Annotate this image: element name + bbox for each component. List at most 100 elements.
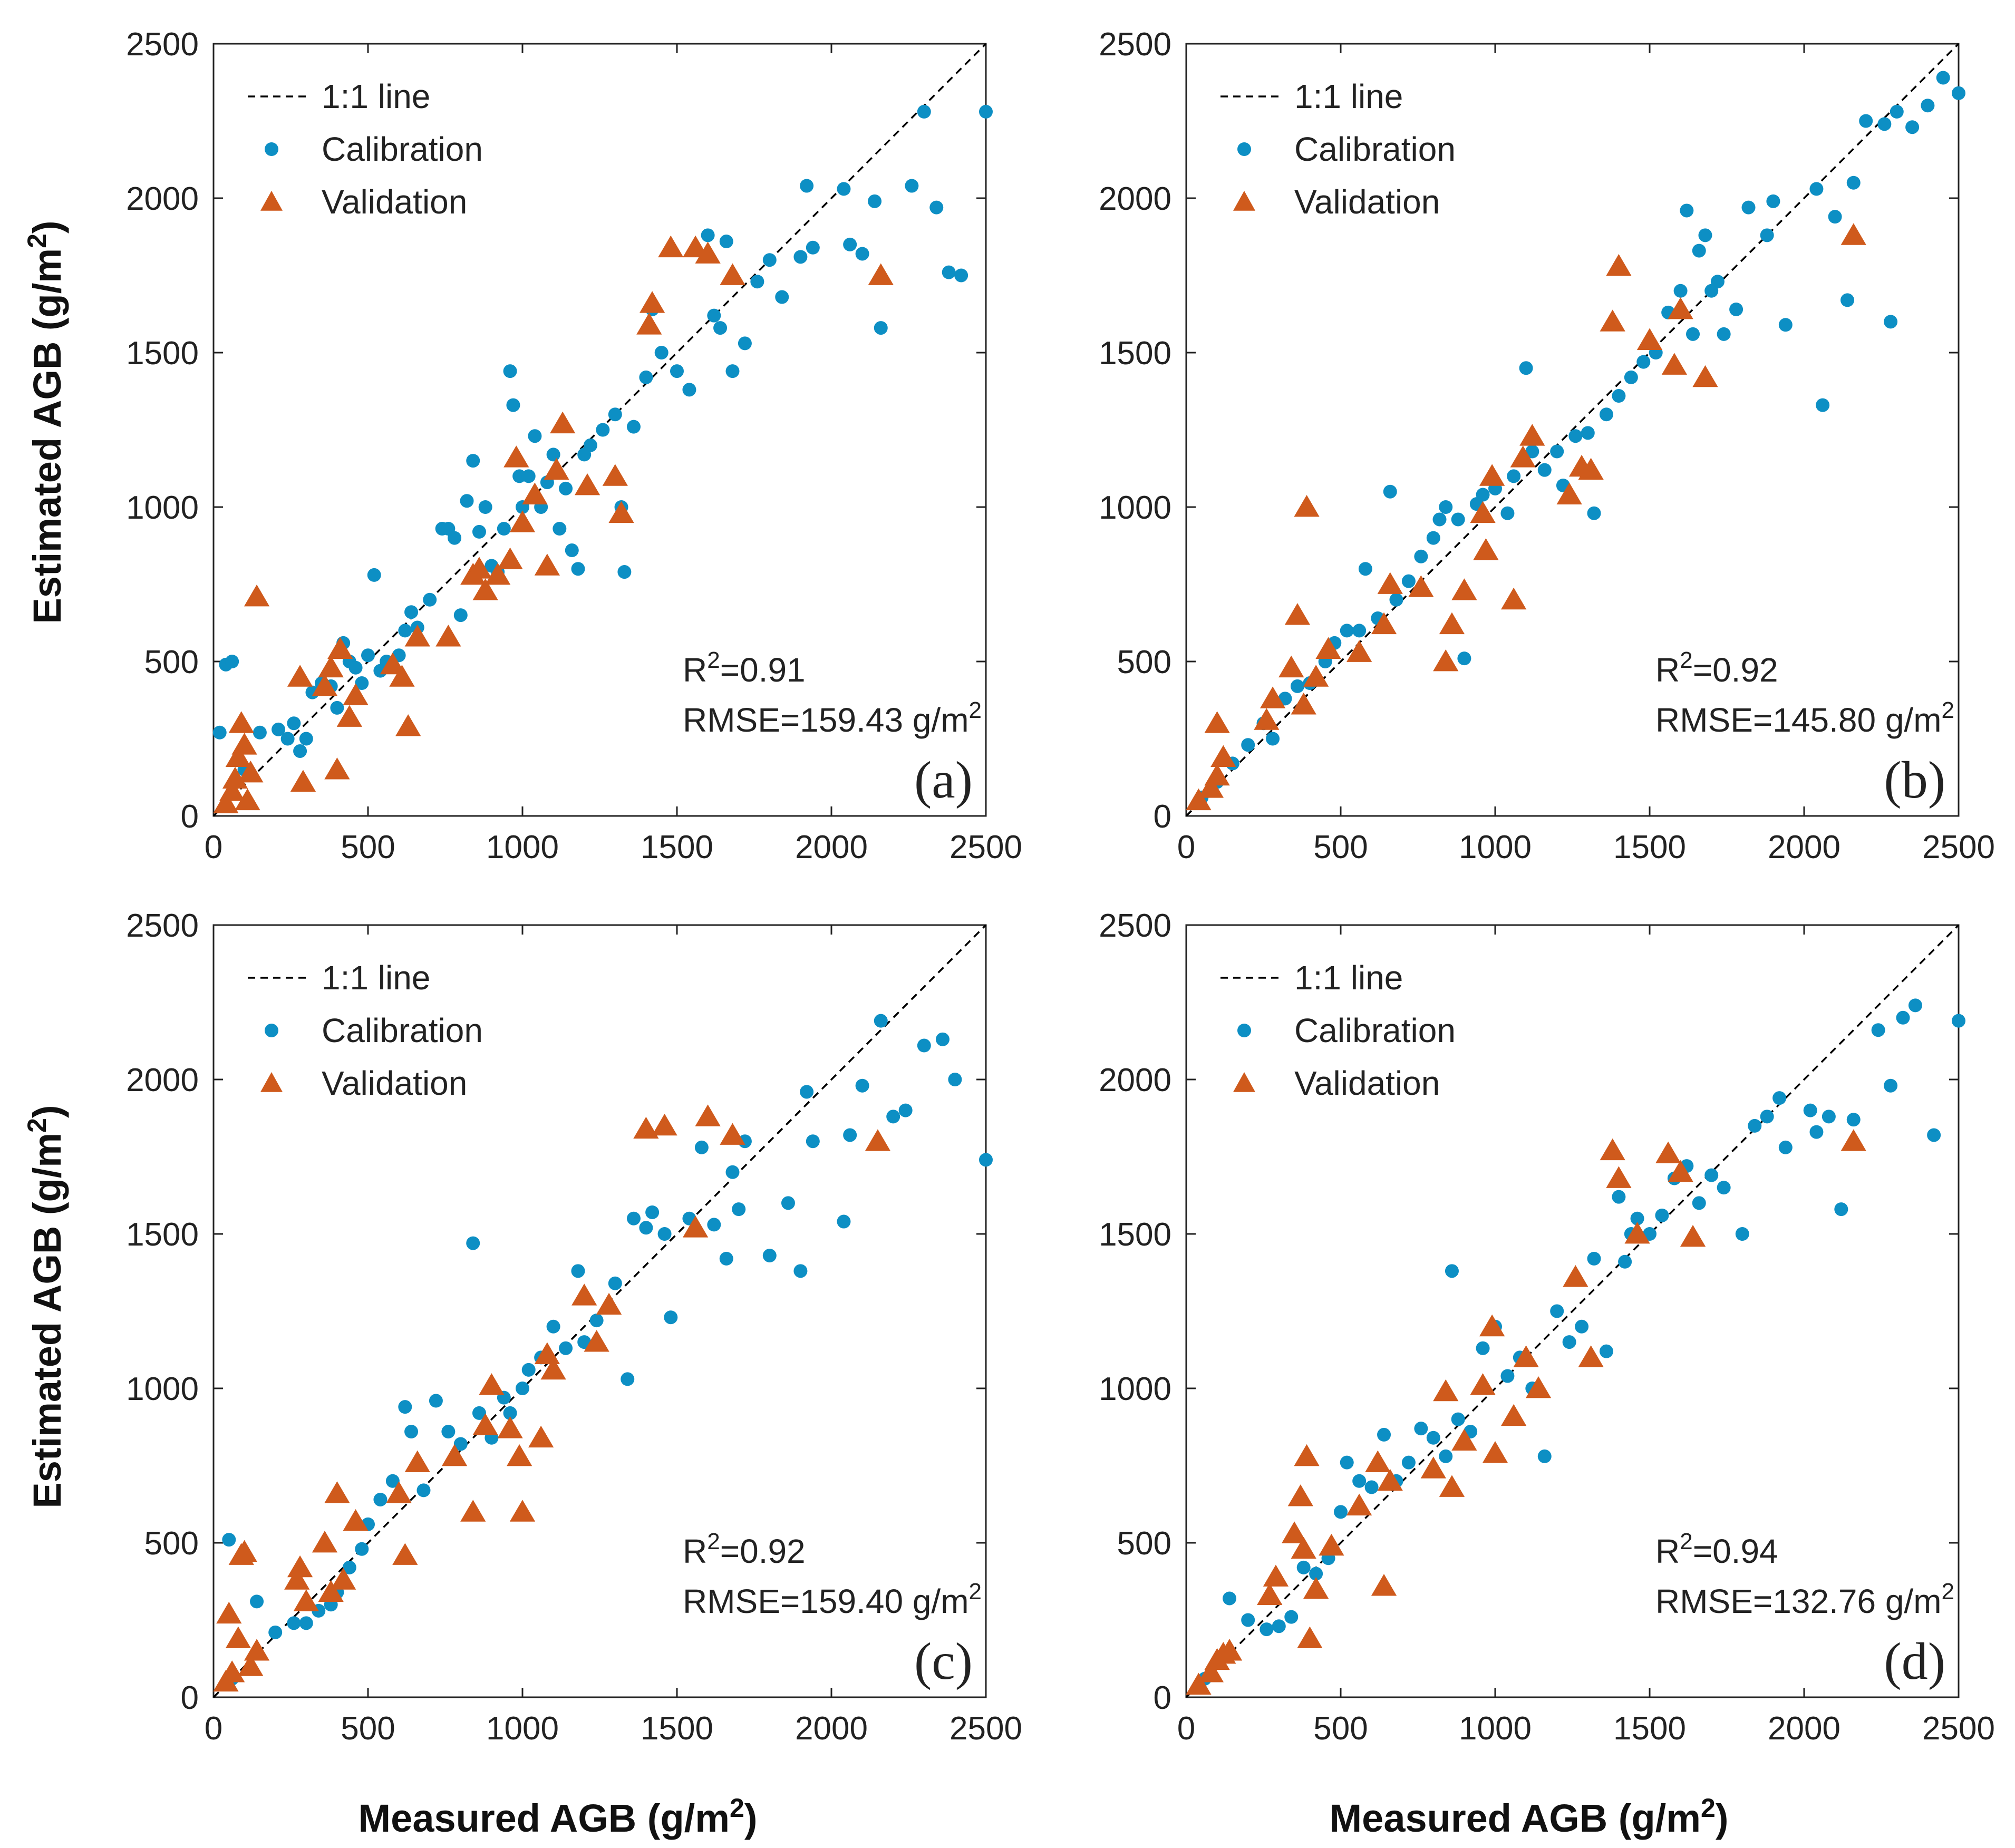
calibration-point <box>1618 1254 1632 1269</box>
validation-point <box>1600 1138 1625 1161</box>
validation-point <box>506 1444 532 1466</box>
validation-point <box>1420 1456 1446 1479</box>
calibration-point <box>855 247 869 261</box>
x-tick-label: 1000 <box>1459 1710 1532 1747</box>
calibration-point <box>1698 228 1712 242</box>
calibration-point <box>1936 71 1950 85</box>
validation-point <box>392 1543 418 1565</box>
legend-calibration-label: Calibration <box>322 1011 483 1049</box>
calibration-point <box>1766 194 1780 208</box>
calibration-point <box>596 423 610 437</box>
calibration-point <box>1358 562 1372 576</box>
y-tick-label: 1000 <box>1099 490 1171 526</box>
calibration-point <box>707 1218 721 1232</box>
calibration-point <box>1426 531 1440 545</box>
x-tick-label: 2000 <box>1768 829 1840 865</box>
calibration-point <box>1717 327 1731 341</box>
validation-point <box>574 473 600 495</box>
calibration-point <box>367 568 381 582</box>
calibration-point <box>1952 1014 1965 1028</box>
calibration-point <box>1896 1010 1910 1025</box>
calibration-point <box>472 1406 486 1420</box>
validation-point <box>1624 1222 1650 1244</box>
validation-point <box>1578 458 1604 480</box>
legend-calibration-swatch <box>265 1024 278 1037</box>
x-tick-label: 1500 <box>1613 829 1686 865</box>
calibration-point <box>1735 1227 1749 1241</box>
calibration-point <box>1809 182 1824 196</box>
calibration-point <box>1426 1431 1440 1445</box>
calibration-point <box>1717 1181 1731 1195</box>
y-tick-label: 500 <box>1117 644 1171 680</box>
validation-point <box>1303 665 1329 687</box>
calibration-point <box>979 104 993 119</box>
y-tick-label: 0 <box>1154 1680 1171 1716</box>
validation-point <box>343 683 369 705</box>
legend-calibration-swatch <box>1237 142 1251 156</box>
calibration-point <box>917 104 931 119</box>
calibration-point <box>348 660 363 675</box>
calibration-point <box>626 420 641 434</box>
calibration-point <box>725 1165 740 1179</box>
axes-frame <box>1185 924 1960 1698</box>
validation-point <box>1606 1166 1632 1188</box>
calibration-point <box>1550 1304 1564 1318</box>
validation-point <box>1692 365 1718 387</box>
validation-point <box>1377 572 1403 594</box>
calibration-point <box>1772 1091 1787 1105</box>
validation-point <box>244 1639 270 1661</box>
validation-point <box>1433 649 1459 672</box>
validation-point <box>1439 1475 1465 1497</box>
validation-point <box>472 1413 498 1435</box>
calibration-point <box>330 701 344 715</box>
calibration-point <box>1630 1211 1644 1225</box>
validation-point <box>1284 603 1311 625</box>
calibration-point <box>1921 99 1935 113</box>
calibration-point <box>707 308 721 323</box>
validation-point <box>312 1531 338 1553</box>
calibration-point <box>1871 1023 1885 1037</box>
calibration-point <box>793 1264 808 1278</box>
calibration-point <box>806 1134 820 1149</box>
validation-point <box>238 1654 264 1676</box>
calibration-point <box>1846 176 1861 190</box>
validation-point <box>472 578 498 600</box>
calibration-point <box>1451 512 1465 527</box>
validation-point <box>1519 424 1545 446</box>
calibration-point <box>657 1227 672 1241</box>
calibration-point <box>448 531 462 545</box>
calibration-point <box>948 1073 962 1086</box>
legend-validation-swatch <box>260 1072 283 1092</box>
validation-point <box>1319 1533 1344 1556</box>
y-tick-label: 1500 <box>126 335 199 372</box>
calibration-point <box>1414 549 1428 563</box>
calibration-point <box>503 1406 517 1420</box>
validation-point <box>225 1626 251 1649</box>
y-tick-label: 1500 <box>126 1217 199 1253</box>
validation-point <box>1278 655 1304 678</box>
validation-point <box>1840 223 1866 245</box>
validation-point <box>235 788 260 811</box>
legend-line-label: 1:1 line <box>1294 959 1403 997</box>
validation-point <box>1668 297 1693 319</box>
x-tick-label: 2000 <box>795 829 868 865</box>
x-tick-label: 1000 <box>486 829 559 865</box>
calibration-point <box>497 522 511 536</box>
validation-point <box>497 1416 523 1438</box>
validation-point <box>695 1104 721 1126</box>
calibration-point <box>1599 1344 1613 1358</box>
calibration-point <box>385 1474 400 1488</box>
calibration-point <box>1507 469 1521 483</box>
validation-point <box>596 1292 622 1315</box>
legend-validation-swatch <box>260 191 283 211</box>
validation-point <box>503 445 529 468</box>
validation-point <box>330 1568 356 1590</box>
calibration-point <box>1704 1168 1719 1182</box>
validation-point <box>1439 612 1465 635</box>
validation-point <box>1294 1444 1320 1466</box>
calibration-point <box>342 1560 356 1574</box>
calibration-point <box>1840 293 1855 307</box>
calibration-point <box>355 1542 369 1556</box>
validation-point <box>865 1129 891 1151</box>
y-tick-label: 2000 <box>126 1062 199 1098</box>
